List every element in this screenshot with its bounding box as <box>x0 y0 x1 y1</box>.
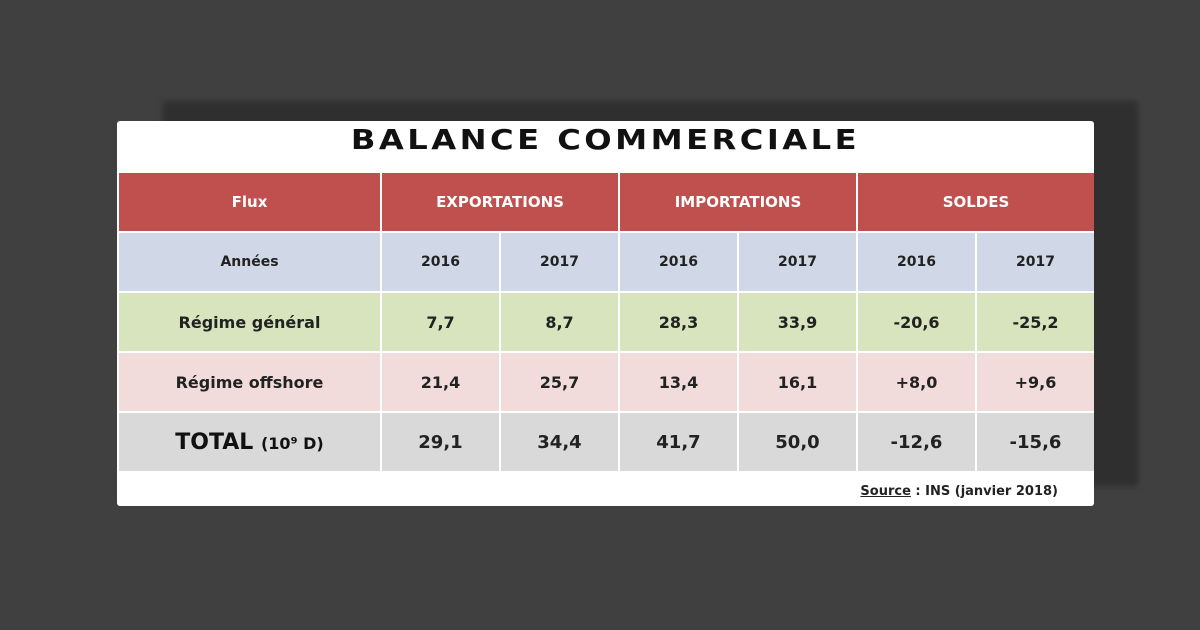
value-cell: 29,1 <box>380 411 501 473</box>
total-unit: (10⁹ D) <box>260 433 324 453</box>
source-note: Source : INS (janvier 2018) <box>860 484 1058 499</box>
header-exportations: EXPORTATIONS <box>380 171 620 233</box>
year-cell: 2016 <box>618 231 739 293</box>
year-cell: 2017 <box>499 231 620 293</box>
value-cell: +8,0 <box>856 351 977 413</box>
year-cell: 2017 <box>737 231 858 293</box>
value-cell: 13,4 <box>618 351 739 413</box>
value-cell: -25,2 <box>975 291 1094 353</box>
years-label: Années <box>117 231 382 293</box>
value-cell: +9,6 <box>975 351 1094 413</box>
value-cell: 50,0 <box>737 411 858 473</box>
table-title: BALANCE COMMERCIALE <box>350 123 861 156</box>
total-label-cell: TOTAL (10⁹ D) <box>117 411 382 473</box>
header-importations: IMPORTATIONS <box>618 171 858 233</box>
years-row: Années 2016 2017 2016 2017 2016 2017 <box>117 231 1094 293</box>
value-cell: 28,3 <box>618 291 739 353</box>
value-cell: 21,4 <box>380 351 501 413</box>
value-cell: -20,6 <box>856 291 977 353</box>
header-row: Flux EXPORTATIONS IMPORTATIONS SOLDES <box>117 171 1094 233</box>
value-cell: 16,1 <box>737 351 858 413</box>
value-cell: 34,4 <box>499 411 620 473</box>
value-cell: 7,7 <box>380 291 501 353</box>
table-row-regime-general: Régime général 7,7 8,7 28,3 33,9 -20,6 -… <box>117 291 1094 353</box>
header-flux: Flux <box>117 171 382 233</box>
row-label: Régime général <box>117 291 382 353</box>
table-card: BALANCE COMMERCIALE Flux EXPORTATIONS IM… <box>117 121 1094 506</box>
value-cell: 33,9 <box>737 291 858 353</box>
header-soldes: SOLDES <box>856 171 1094 233</box>
year-cell: 2016 <box>380 231 501 293</box>
value-cell: -15,6 <box>975 411 1094 473</box>
year-cell: 2016 <box>856 231 977 293</box>
value-cell: 8,7 <box>499 291 620 353</box>
trade-balance-table: Flux EXPORTATIONS IMPORTATIONS SOLDES An… <box>117 171 1094 473</box>
value-cell: 25,7 <box>499 351 620 413</box>
value-cell: -12,6 <box>856 411 977 473</box>
row-label: Régime offshore <box>117 351 382 413</box>
year-cell: 2017 <box>975 231 1094 293</box>
table-row-regime-offshore: Régime offshore 21,4 25,7 13,4 16,1 +8,0… <box>117 351 1094 413</box>
table-row-total: TOTAL (10⁹ D) 29,1 34,4 41,7 50,0 -12,6 … <box>117 411 1094 473</box>
value-cell: 41,7 <box>618 411 739 473</box>
source-text: : INS (janvier 2018) <box>910 484 1058 499</box>
source-label: Source <box>860 484 911 499</box>
total-label: TOTAL <box>175 429 254 455</box>
